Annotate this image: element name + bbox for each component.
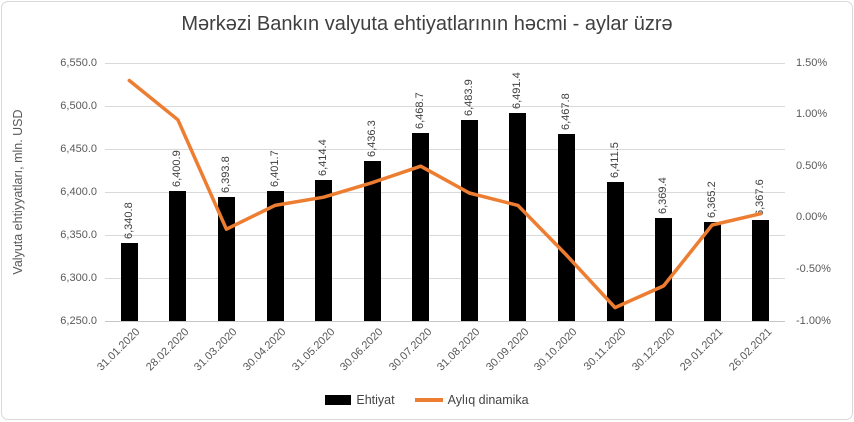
- bar-value-label: 6,483.9: [462, 79, 475, 116]
- bar-value-label: 6,491.4: [511, 72, 524, 110]
- reserve-bar: [363, 160, 381, 321]
- legend-item-ehtiyat: Ehtiyat: [325, 393, 395, 407]
- bar-value-label: 6,369.4: [657, 177, 670, 215]
- chart-title: Mərkəzi Bankın valyuta ehtiyatlarının hə…: [181, 13, 673, 35]
- legend-label: Aylıq dinamika: [447, 393, 529, 407]
- bar-value-label: 6,401.7: [268, 149, 281, 187]
- reserve-bar: [315, 179, 333, 321]
- left-axis-tick-label: 6,450.0: [60, 142, 97, 155]
- line-swatch-icon: [414, 398, 443, 402]
- reserve-bar: [655, 218, 673, 321]
- reserve-bar: [460, 119, 478, 321]
- x-axis-line: [105, 321, 785, 322]
- reserve-bar: [752, 219, 770, 321]
- left-axis-tick-label: 6,550.0: [60, 56, 97, 69]
- gridline: [105, 191, 785, 193]
- bar-value-label: 6,365.2: [705, 181, 718, 218]
- bar-value-label: 6,411.5: [608, 142, 621, 179]
- reserve-bar: [266, 190, 284, 321]
- reserve-bar: [703, 221, 721, 321]
- right-axis-tick-label: 0.50%: [796, 159, 828, 172]
- left-axis-tick-label: 6,500.0: [60, 99, 97, 112]
- bar-value-label: 6,367.6: [754, 179, 767, 216]
- gridline: [105, 148, 785, 150]
- bar-value-label: 6,467.8: [559, 92, 572, 130]
- bar-value-label: 6,414.4: [317, 138, 330, 176]
- bar-value-label: 6,400.9: [171, 150, 184, 188]
- left-axis-tick-label: 6,250.0: [60, 314, 97, 327]
- reserve-bar: [217, 197, 235, 321]
- right-axis-tick-label: 0.00%: [796, 211, 828, 224]
- right-axis-tick-label: -0.50%: [796, 262, 831, 275]
- legend-item-ayliq-dinamika: Aylıq dinamika: [414, 393, 529, 407]
- bar-value-label: 6,468.7: [414, 92, 427, 129]
- right-axis-tick-label: 1.50%: [796, 56, 828, 69]
- reserve-bar: [606, 182, 624, 321]
- bar-swatch-icon: [325, 395, 352, 405]
- reserve-bar: [412, 132, 430, 321]
- gridline: [105, 277, 785, 279]
- legend-label: Ehtiyat: [356, 393, 395, 407]
- reserve-bar: [557, 133, 575, 321]
- bar-value-label: 6,393.8: [219, 156, 232, 194]
- left-axis-tick-label: 6,400.0: [60, 185, 97, 198]
- gridline: [105, 234, 785, 236]
- reserve-bar: [120, 242, 138, 321]
- legend: Ehtiyat Aylıq dinamika: [2, 392, 852, 408]
- gridline: [105, 105, 785, 107]
- right-axis-tick-label: 1.00%: [796, 108, 828, 121]
- left-axis-tick-label: 6,350.0: [60, 228, 97, 241]
- reserve-bar: [169, 191, 187, 321]
- left-axis-tick-label: 6,300.0: [60, 271, 97, 284]
- reserve-bar: [509, 113, 527, 321]
- bar-value-label: 6,436.3: [365, 120, 378, 157]
- gridline: [105, 62, 785, 64]
- left-axis-title: Valyuta ehtiyyatları, mln. USD: [11, 109, 25, 275]
- right-axis-tick-label: -1.00%: [796, 314, 831, 327]
- bar-value-label: 6,340.8: [122, 202, 135, 239]
